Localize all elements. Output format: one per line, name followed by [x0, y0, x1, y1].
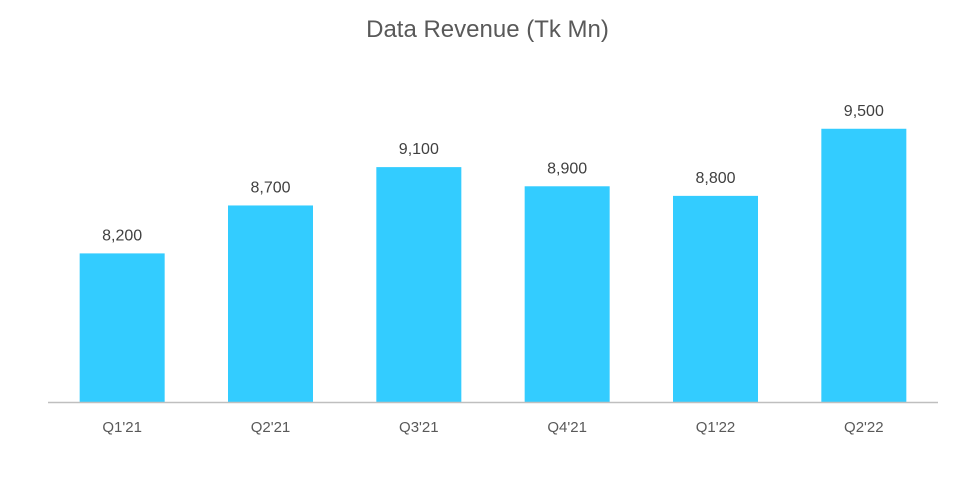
data-labels-layer: 8,200 8,700 9,100 8,900 8,800 9,500 [102, 103, 884, 245]
bar-3 [524, 186, 610, 402]
bars-layer [79, 128, 907, 402]
x-tick-label-3: Q4'21 [547, 419, 587, 436]
x-tick-label-5: Q2'22 [844, 419, 884, 436]
data-label-3: 8,900 [547, 160, 587, 177]
data-label-4: 8,800 [695, 170, 735, 187]
x-tick-label-0: Q1'21 [102, 419, 142, 436]
data-label-0: 8,200 [102, 227, 142, 244]
x-tick-label-2: Q3'21 [399, 419, 439, 436]
data-label-5: 9,500 [844, 103, 884, 120]
x-tick-label-1: Q2'21 [251, 419, 291, 436]
data-label-2: 9,100 [399, 141, 439, 158]
bar-5 [821, 128, 907, 402]
bar-2 [376, 167, 462, 402]
bar-0 [79, 253, 165, 402]
data-label-1: 8,700 [250, 179, 290, 196]
chart-title: Data Revenue (Tk Mn) [366, 16, 609, 43]
bar-1 [228, 205, 313, 402]
bar-4 [673, 195, 758, 402]
x-tick-label-4: Q1'22 [696, 419, 736, 436]
x-tick-labels-layer: Q1'21 Q2'21 Q3'21 Q4'21 Q1'22 Q2'22 [102, 419, 883, 436]
